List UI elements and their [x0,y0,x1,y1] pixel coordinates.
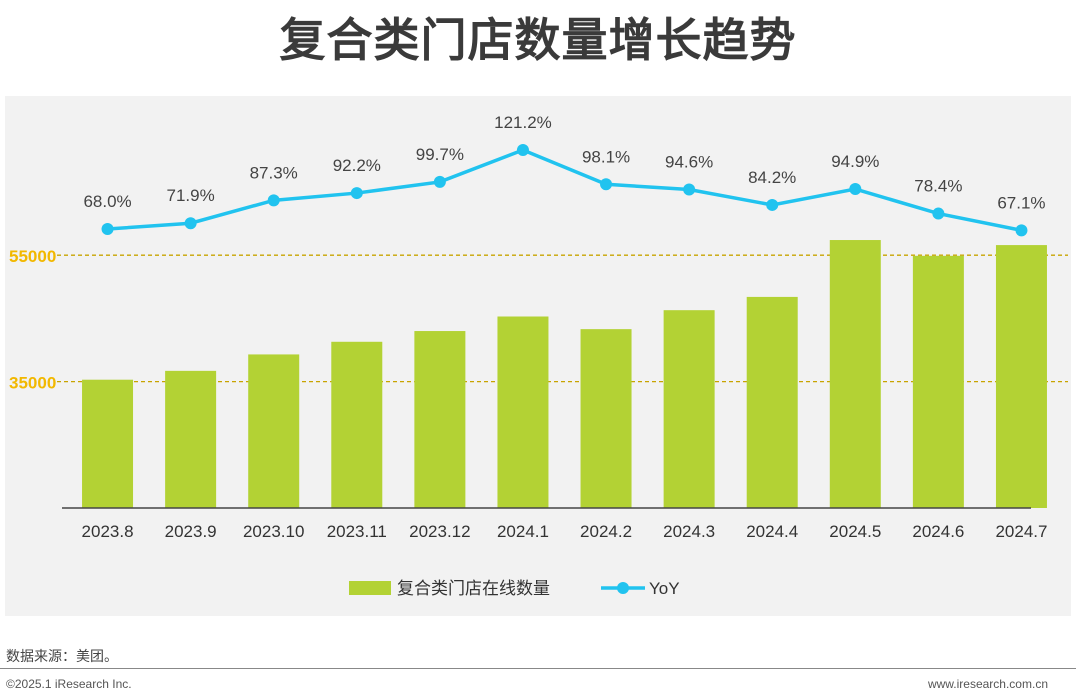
yoy-data-label: 67.1% [997,193,1045,212]
bar [663,310,715,508]
bar [248,354,300,508]
yoy-point [849,183,862,196]
yoy-point [101,223,114,235]
yoy-data-label: 98.1% [582,147,630,166]
chart: 55000 35000 2023.8 2023.9 2023.10 2023.11 2023… [9,113,1068,599]
legend-line-marker [617,582,629,594]
yoy-data-label: 84.2% [748,168,796,187]
legend-line-label: YoY [649,579,680,598]
x-tick-label: 2024.2 [580,522,632,541]
x-tick-label: 2024.4 [746,522,798,541]
bar [331,341,383,508]
website-link[interactable]: www.iresearch.com.cn [927,677,1048,691]
y-axis-label: 55000 [9,247,56,266]
yoy-point [350,187,363,200]
yoy-point [600,178,613,191]
bar [580,329,632,508]
yoy-line [107,148,1022,233]
yoy-data-label: 78.4% [914,177,962,196]
legend-bar-label: 复合类门店在线数量 [397,579,550,599]
bar [995,245,1047,508]
legend-bar-swatch [349,581,391,595]
yoy-data-label: 71.9% [167,186,215,205]
yoy-point [683,183,696,196]
bar [746,296,798,508]
bar [829,240,881,509]
yoy-point [766,198,779,211]
x-tick-label: 2023.12 [409,522,470,541]
copyright: ©2025.1 iResearch Inc. [6,677,132,691]
yoy-data-label: 99.7% [416,145,464,164]
x-tick-label: 2024.7 [995,522,1047,541]
yoy-data-label: 68.0% [83,192,131,211]
x-tick-label: 2024.6 [912,522,964,541]
bar [912,255,964,508]
yoy-point [184,217,197,230]
x-tick-label: 2023.8 [82,522,134,541]
x-tick-label: 2024.1 [497,522,549,541]
yoy-data-label: 94.9% [831,152,879,171]
yoy-point [516,144,529,156]
yoy-data-label: 121.2% [494,113,552,132]
yoy-data-label: 94.6% [665,153,713,172]
yoy-point [267,194,280,207]
page-title: 复合类门店数量增长趋势 [279,13,797,67]
bar [82,379,134,508]
yoy-point [433,175,446,188]
bar [414,331,466,508]
x-tick-label: 2023.11 [327,522,387,541]
footer-divider [0,668,1076,669]
bar [497,316,549,508]
y-axis-label: 35000 [9,374,56,393]
data-source: 数据来源：美团。 [6,649,118,665]
yoy-point [1015,224,1028,237]
yoy-data-label: 87.3% [250,163,298,182]
x-tick-label: 2024.5 [829,522,881,541]
bar [165,370,217,508]
x-tick-label: 2023.10 [243,522,304,541]
x-tick-label: 2023.9 [165,522,217,541]
yoy-point [932,207,945,220]
x-tick-label: 2024.3 [663,522,715,541]
yoy-data-label: 92.2% [333,156,381,175]
chart-panel: 55000 35000 2023.8 2023.9 2023.10 2023.11 2023… [5,96,1071,616]
